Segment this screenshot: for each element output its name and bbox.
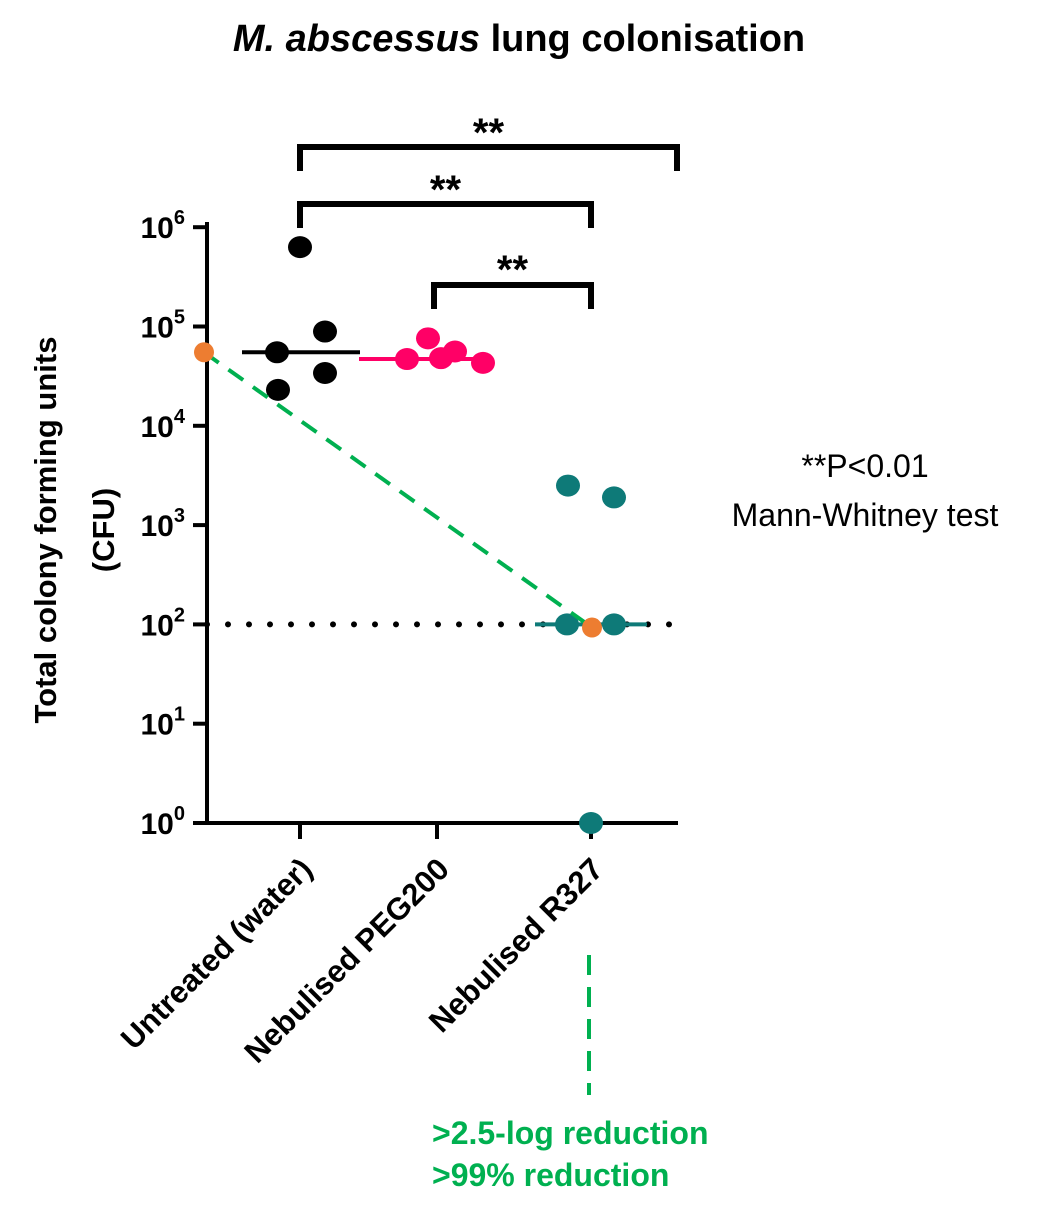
title-italic: M. abscessus — [232, 18, 481, 60]
significance-bracket — [297, 201, 594, 228]
significance-bracket — [297, 144, 680, 171]
y-tick-exponent: 6 — [174, 207, 185, 229]
trend-start-marker — [194, 342, 214, 363]
data-point — [602, 613, 626, 636]
y-tick-base: 10 — [141, 510, 174, 543]
y-tick-label: 103 — [141, 505, 186, 543]
y-tick-label: 106 — [141, 207, 186, 245]
data-point — [556, 474, 580, 497]
data-point — [443, 340, 467, 363]
y-tick-exponent: 5 — [174, 307, 185, 329]
data-point — [602, 486, 626, 509]
data-point — [265, 341, 289, 364]
stat-note: **P<0.01 — [801, 448, 929, 484]
data-point — [471, 351, 495, 374]
significance-stars: ** — [473, 111, 505, 155]
significance-stars: ** — [430, 168, 462, 212]
y-tick-label: 104 — [141, 406, 186, 444]
significance-stars: ** — [497, 248, 529, 292]
y-tick-base: 10 — [141, 609, 174, 642]
y-tick-base: 10 — [141, 808, 174, 841]
data-point — [395, 348, 419, 371]
significance-bracket — [431, 282, 594, 309]
y-tick-exponent: 3 — [174, 505, 185, 527]
y-tick-base: 10 — [141, 411, 174, 444]
data-point — [313, 362, 337, 385]
y-tick-base: 10 — [141, 312, 174, 345]
y-tick-base: 10 — [141, 709, 174, 742]
y-tick-label: 102 — [141, 604, 186, 642]
title-rest: lung colonisation — [480, 18, 806, 60]
data-point — [266, 378, 290, 401]
reduction-percent-note: >99% reduction — [432, 1157, 670, 1193]
data-point — [313, 320, 337, 343]
y-tick-exponent: 2 — [174, 604, 185, 626]
data-point — [416, 327, 440, 350]
data-point — [288, 236, 312, 259]
y-tick-label: 100 — [141, 803, 186, 841]
y-tick-exponent: 4 — [174, 406, 186, 428]
trend-end-marker — [582, 617, 602, 638]
y-tick-exponent: 0 — [174, 803, 185, 825]
reduction-log-note: >2.5-log reduction — [432, 1115, 709, 1151]
y-tick-label: 105 — [141, 307, 186, 345]
y-tick-label: 101 — [141, 704, 186, 742]
data-point — [579, 812, 603, 834]
y-tick-base: 10 — [141, 212, 174, 245]
y-tick-exponent: 1 — [174, 704, 185, 726]
stat-test-note: Mann-Whitney test — [731, 497, 999, 533]
chart-title: M. abscessus lung colonisation — [0, 18, 1038, 61]
data-point — [555, 613, 579, 636]
trend-line — [202, 350, 594, 630]
